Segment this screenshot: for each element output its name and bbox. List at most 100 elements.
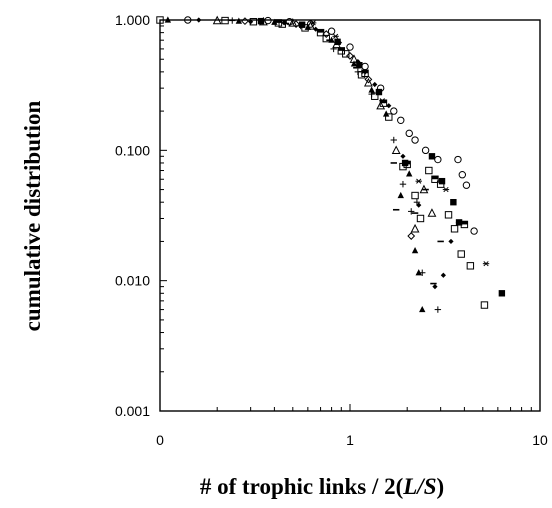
data-point — [415, 178, 422, 184]
data-point — [482, 261, 490, 267]
data-markers — [156, 15, 506, 313]
data-point — [376, 100, 386, 110]
data-point — [462, 181, 471, 189]
data-point — [212, 15, 222, 25]
data-point — [356, 61, 363, 69]
data-point — [360, 69, 367, 75]
data-point — [438, 177, 446, 185]
data-point — [428, 153, 436, 160]
data-point — [480, 301, 489, 309]
data-point — [274, 19, 283, 27]
data-point — [421, 146, 430, 155]
data-point — [361, 62, 369, 71]
data-point — [330, 45, 337, 53]
y-tick-label: 0.010 — [115, 273, 150, 289]
data-point — [391, 145, 401, 155]
data-point — [156, 16, 164, 24]
data-point — [434, 155, 442, 164]
data-point — [363, 77, 373, 87]
data-point — [410, 223, 420, 233]
data-point — [229, 17, 236, 24]
x-axis-title-part-1: # of trophic links / 2( — [200, 474, 403, 499]
x-axis-title: # of trophic links / 2(L/S) — [200, 474, 444, 499]
data-point — [346, 52, 354, 60]
data-point — [466, 262, 475, 270]
data-point — [416, 202, 422, 208]
data-point — [498, 290, 506, 297]
data-point — [334, 38, 341, 46]
data-point — [332, 33, 339, 39]
data-point — [450, 225, 459, 233]
data-point — [425, 166, 433, 175]
data-point — [368, 90, 375, 98]
data-point — [397, 116, 405, 124]
data-point — [416, 214, 425, 223]
data-point — [390, 107, 398, 115]
data-point — [379, 98, 386, 104]
data-point — [385, 113, 393, 121]
data-point — [419, 305, 426, 313]
data-point — [235, 17, 243, 24]
data-point — [390, 136, 397, 144]
data-point — [413, 198, 421, 206]
data-point — [432, 284, 438, 290]
data-point — [322, 34, 330, 43]
data-point — [304, 23, 312, 30]
y-axis-title: cumulative distribution — [20, 100, 45, 331]
data-point — [313, 26, 319, 32]
data-point — [309, 20, 317, 26]
data-point — [405, 129, 413, 138]
data-point — [298, 21, 306, 28]
y-tick-label: 0.001 — [115, 403, 150, 419]
data-point — [411, 247, 419, 254]
data-point — [399, 180, 407, 188]
data-point — [184, 16, 192, 24]
x-tick-label: 10 — [532, 432, 548, 448]
data-point — [292, 20, 300, 29]
data-point — [271, 18, 278, 25]
data-point — [440, 272, 446, 278]
plot-frame — [159, 19, 541, 412]
tick-labels: 0 1 10 1.000 0.100 0.010 0.001 — [115, 12, 548, 448]
data-point — [444, 211, 453, 219]
data-point — [164, 16, 172, 23]
x-axis-title-part-2: L/S — [402, 474, 436, 499]
data-point — [406, 170, 413, 177]
data-point — [457, 250, 465, 258]
data-point — [372, 81, 378, 88]
data-point — [375, 88, 383, 96]
data-point — [454, 155, 462, 164]
data-point — [407, 232, 416, 240]
x-tick-label: 1 — [346, 432, 354, 448]
data-point — [434, 306, 442, 313]
y-tick-label: 0.100 — [115, 142, 150, 158]
data-point — [354, 68, 362, 76]
data-point — [337, 47, 346, 55]
data-point — [241, 17, 249, 26]
data-point — [458, 171, 467, 179]
data-point — [368, 86, 375, 93]
data-point — [221, 16, 229, 25]
data-point — [397, 191, 404, 199]
data-point — [415, 269, 422, 276]
data-point — [442, 186, 450, 193]
data-point — [431, 175, 439, 183]
data-point — [297, 22, 304, 30]
data-point — [455, 219, 463, 225]
data-point — [400, 153, 406, 159]
data-point — [382, 110, 390, 117]
data-point — [316, 28, 325, 37]
data-point — [411, 191, 419, 200]
data-point — [364, 75, 373, 84]
data-point — [403, 160, 411, 169]
data-point — [346, 43, 354, 51]
data-point — [450, 198, 457, 206]
data-point — [419, 269, 426, 276]
data-point — [350, 60, 358, 67]
x-axis-title-part-3: ) — [436, 474, 444, 499]
axis-ticks — [159, 25, 541, 412]
y-tick-label: 1.000 — [115, 12, 150, 28]
data-point — [327, 27, 336, 35]
data-point — [386, 103, 392, 109]
